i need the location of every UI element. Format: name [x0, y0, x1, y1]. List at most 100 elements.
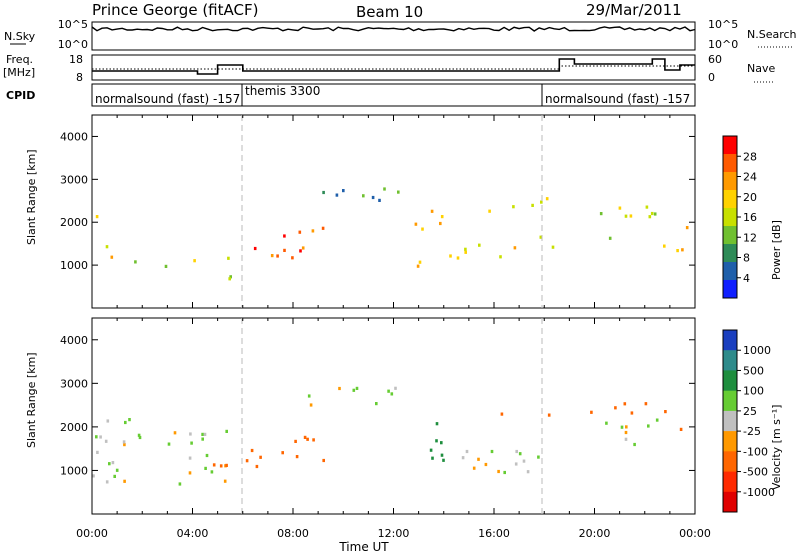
velocity-y-axis: 1000 2000 3000 4000 — [60, 318, 696, 514]
power-cb-swatch-7 — [723, 262, 737, 281]
power-band-9 — [663, 244, 684, 253]
power-ytick-label-4000: 4000 — [60, 130, 88, 143]
velocity-cb-tick-2: 100 — [743, 385, 764, 398]
nave-tick-top: 60 — [708, 53, 722, 66]
nsky-panel-frame — [91, 21, 696, 51]
x-tick-2: 08:00 — [277, 527, 309, 540]
power-cb-tick-4: 12 — [743, 231, 757, 244]
velocity-cb-swatch-1 — [723, 350, 737, 371]
power-cb-tick-0: 28 — [743, 150, 757, 163]
freq-tick-top: 18 — [69, 53, 83, 66]
velocity-cb-tick-0: 1000 — [743, 344, 771, 357]
x-tick-3: 12:00 — [378, 527, 410, 540]
velocity-ylabel: Slant Range [km] — [25, 352, 38, 448]
velocity-cb-swatch-7 — [723, 471, 737, 493]
power-ytick-label-1000: 1000 — [60, 259, 88, 272]
x-tick-1: 04:00 — [177, 527, 209, 540]
power-band-5 — [414, 209, 452, 268]
power-band-2 — [227, 256, 232, 281]
power-ylabel: Slant Range [km] — [25, 149, 38, 245]
power-band-1 — [134, 259, 196, 268]
nsearch-label: N.Search — [747, 28, 797, 41]
power-scatter — [95, 187, 689, 281]
x-tick-0: 00:00 — [76, 527, 108, 540]
power-cb-swatch-3 — [723, 190, 737, 209]
power-band-6 — [456, 235, 555, 260]
power-ytick-label-2000: 2000 — [60, 216, 88, 229]
power-band-3 — [253, 226, 325, 260]
power-cb-swatch-5 — [723, 226, 737, 245]
cpid-panel-frame — [91, 83, 696, 107]
velocity-band-1 — [212, 435, 325, 469]
power-cb-label: Power [dB] — [770, 220, 783, 280]
station-title: Prince George (fitACF) — [92, 1, 258, 19]
velocity-ytick-label-1000: 1000 — [60, 464, 88, 477]
velocity-cb-swatch-0 — [723, 330, 737, 351]
power-panel-frame — [91, 114, 696, 309]
nsky-tick-top: 10^5 — [58, 18, 88, 31]
velocity-scatter — [92, 386, 683, 486]
velocity-band-6 — [605, 418, 659, 447]
x-tick-4: 16:00 — [478, 527, 510, 540]
cpid-segment-3: normalsound (fast) -157 — [545, 92, 690, 106]
cpid-segment-2: themis 3300 — [245, 84, 320, 98]
x-axis-label: Time UT — [338, 540, 389, 554]
nsearch-tick-top: 10^5 — [708, 18, 738, 31]
power-cb-swatch-4 — [723, 208, 737, 227]
velocity-band-3 — [429, 422, 445, 462]
velocity-cb-swatch-5 — [723, 431, 737, 452]
velocity-cb-tick-6: -500 — [743, 466, 768, 479]
power-band-10 — [685, 226, 689, 230]
freq-panel-frame — [91, 54, 696, 81]
velocity-band-4 — [461, 449, 540, 475]
velocity-cb-swatch-6 — [723, 451, 737, 472]
velocity-cb-tick-3: 25 — [743, 405, 757, 418]
power-cb-swatch-0 — [723, 136, 737, 155]
power-y-axis: 1000 2000 3000 4000 — [60, 115, 696, 308]
x-tick-6: 00:00 — [679, 527, 711, 540]
velocity-band-0 — [92, 418, 228, 486]
time-x-axis: 00:00 04:00 08:00 12:00 16:00 20:00 00:00 — [76, 527, 711, 540]
velocity-cb-label: Velocity [m s⁻¹] — [770, 405, 783, 490]
nsky-trace — [91, 26, 696, 32]
nsky-label: N.Sky — [4, 30, 36, 43]
cpid-label: CPID — [6, 89, 35, 102]
power-cb-tick-6: 4 — [743, 272, 750, 285]
velocity-ytick-label-4000: 4000 — [60, 334, 88, 347]
power-band-7 — [488, 197, 549, 213]
beam-title: Beam 10 — [356, 3, 423, 21]
date-title: 29/Mar/2011 — [586, 1, 682, 19]
power-colorbar: 28 24 20 16 12 8 4 — [722, 135, 757, 299]
power-cb-tick-3: 16 — [743, 211, 757, 224]
freq-unit-label: [MHz] — [3, 66, 35, 79]
velocity-cb-tick-7: -1000 — [743, 486, 775, 499]
cpid-segment-1: normalsound (fast) -157 — [95, 92, 240, 106]
power-cb-tick-2: 20 — [743, 191, 757, 204]
velocity-cb-swatch-8 — [723, 491, 737, 513]
velocity-cb-swatch-3 — [723, 390, 737, 412]
x-tick-5: 20:00 — [579, 527, 611, 540]
freq-label: Freq. — [6, 53, 33, 66]
velocity-colorbar: 1000 500 100 25 -25 -100 -500 -1000 — [722, 329, 775, 513]
velocity-panel-frame — [91, 317, 696, 515]
velocity-cb-tick-1: 500 — [743, 364, 764, 377]
power-ytick-label-3000: 3000 — [60, 173, 88, 186]
power-cb-swatch-2 — [723, 172, 737, 191]
power-band-8 — [599, 205, 657, 240]
velocity-band-7 — [679, 427, 683, 431]
velocity-ytick-label-3000: 3000 — [60, 377, 88, 390]
power-cb-swatch-6 — [723, 244, 737, 263]
velocity-cb-tick-4: -25 — [743, 425, 761, 438]
nsearch-tick-bottom: 10^0 — [708, 38, 738, 51]
velocity-cb-tick-5: -100 — [743, 445, 768, 458]
velocity-band-5 — [500, 402, 667, 417]
power-cb-swatch-8 — [723, 280, 737, 299]
nsky-tick-bottom: 10^0 — [58, 38, 88, 51]
velocity-cb-swatch-4 — [723, 410, 737, 432]
power-cb-tick-1: 24 — [743, 171, 757, 184]
freq-trace — [92, 58, 695, 75]
nave-label: Nave — [747, 62, 775, 75]
velocity-band-2 — [307, 386, 397, 407]
power-band-0 — [95, 215, 114, 259]
